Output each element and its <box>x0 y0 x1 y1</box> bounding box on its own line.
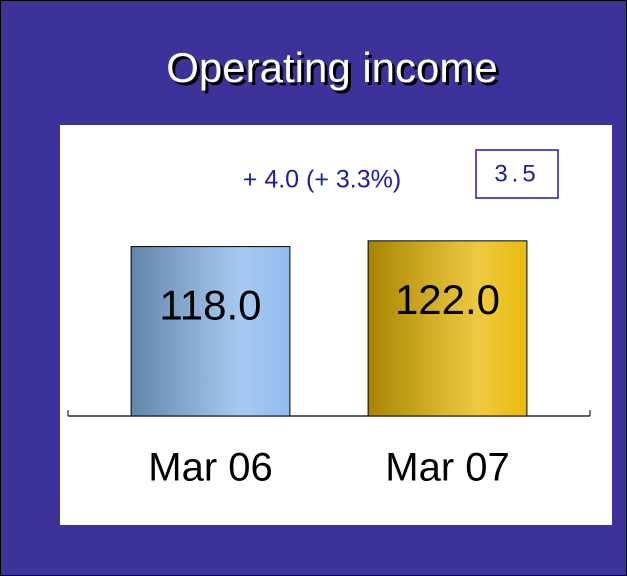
bar-shade <box>130 246 291 417</box>
x-tick-label: Mar 07 <box>385 446 510 490</box>
title-shadow: Operating income <box>169 47 501 94</box>
value-label: 122.0 <box>395 276 500 323</box>
bar-shade <box>367 240 528 417</box>
chart-title: Operating income <box>166 44 498 91</box>
box-label: 3.5 <box>494 160 539 187</box>
value-label: 118.0 <box>160 282 262 329</box>
box <box>475 149 559 199</box>
x-tick-label: Mar 06 <box>148 446 273 490</box>
annotation: + 4.0 (+ 3.3%) <box>243 166 401 194</box>
